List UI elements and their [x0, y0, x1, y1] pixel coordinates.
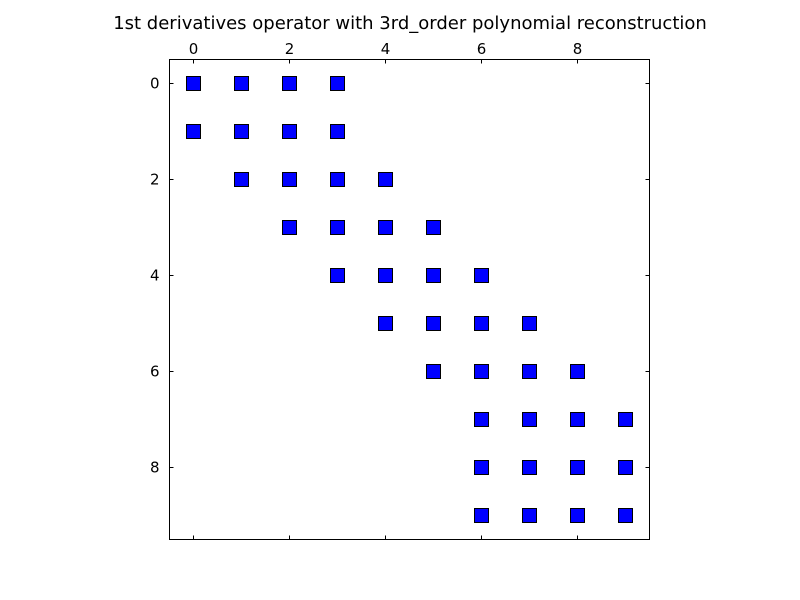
- matrix-entry-marker: [570, 364, 585, 379]
- matrix-entry-marker: [234, 172, 249, 187]
- matrix-entry-marker: [330, 172, 345, 187]
- matrix-entry-marker: [522, 460, 537, 475]
- matrix-entry-marker: [234, 76, 249, 91]
- matrix-entry-marker: [330, 124, 345, 139]
- matrix-entry-marker: [522, 412, 537, 427]
- matrix-entry-marker: [378, 316, 393, 331]
- matrix-entry-marker: [474, 508, 489, 523]
- matrix-entry-marker: [522, 508, 537, 523]
- y-tick-label: 8: [150, 459, 160, 477]
- matrix-entry-marker: [186, 76, 201, 91]
- x-tick-label: 8: [573, 40, 583, 58]
- matrix-entry-marker: [474, 268, 489, 283]
- matrix-entry-marker: [474, 364, 489, 379]
- matrix-entry-marker: [522, 316, 537, 331]
- matrix-entry-marker: [618, 508, 633, 523]
- matrix-entry-marker: [570, 412, 585, 427]
- matrix-entry-marker: [282, 76, 297, 91]
- plot-frame: [169, 59, 650, 540]
- marker-layer: [186, 76, 633, 523]
- matrix-entry-marker: [618, 412, 633, 427]
- matrix-entry-marker: [378, 172, 393, 187]
- matrix-entry-marker: [378, 220, 393, 235]
- y-tick-label: 2: [150, 171, 160, 189]
- matrix-entry-marker: [330, 220, 345, 235]
- x-tick-label: 4: [381, 40, 391, 58]
- matrix-entry-marker: [426, 220, 441, 235]
- matrix-entry-marker: [186, 124, 201, 139]
- matrix-entry-marker: [330, 76, 345, 91]
- matrix-entry-marker: [330, 268, 345, 283]
- matrix-entry-marker: [570, 460, 585, 475]
- y-tick-label: 6: [150, 363, 160, 381]
- matrix-entry-marker: [426, 364, 441, 379]
- matrix-entry-marker: [570, 508, 585, 523]
- matrix-entry-marker: [234, 124, 249, 139]
- y-tick-label: 4: [150, 267, 160, 285]
- matrix-entry-marker: [378, 268, 393, 283]
- matrix-entry-marker: [426, 268, 441, 283]
- x-tick-label: 2: [285, 40, 295, 58]
- matrix-entry-marker: [474, 316, 489, 331]
- matrix-entry-marker: [426, 316, 441, 331]
- matrix-entry-marker: [282, 172, 297, 187]
- matrix-entry-marker: [474, 412, 489, 427]
- matrix-entry-marker: [522, 364, 537, 379]
- matrix-entry-marker: [474, 460, 489, 475]
- matrix-entry-marker: [282, 124, 297, 139]
- x-tick-label: 6: [477, 40, 487, 58]
- x-tick-label: 0: [189, 40, 199, 58]
- matrix-entry-marker: [282, 220, 297, 235]
- chart-title: 1st derivatives operator with 3rd_order …: [113, 13, 707, 34]
- matrix-entry-marker: [618, 460, 633, 475]
- y-tick-label: 0: [150, 75, 160, 93]
- tick-layer: 0 2 4 6 8 0 2 4 6 8: [150, 40, 650, 540]
